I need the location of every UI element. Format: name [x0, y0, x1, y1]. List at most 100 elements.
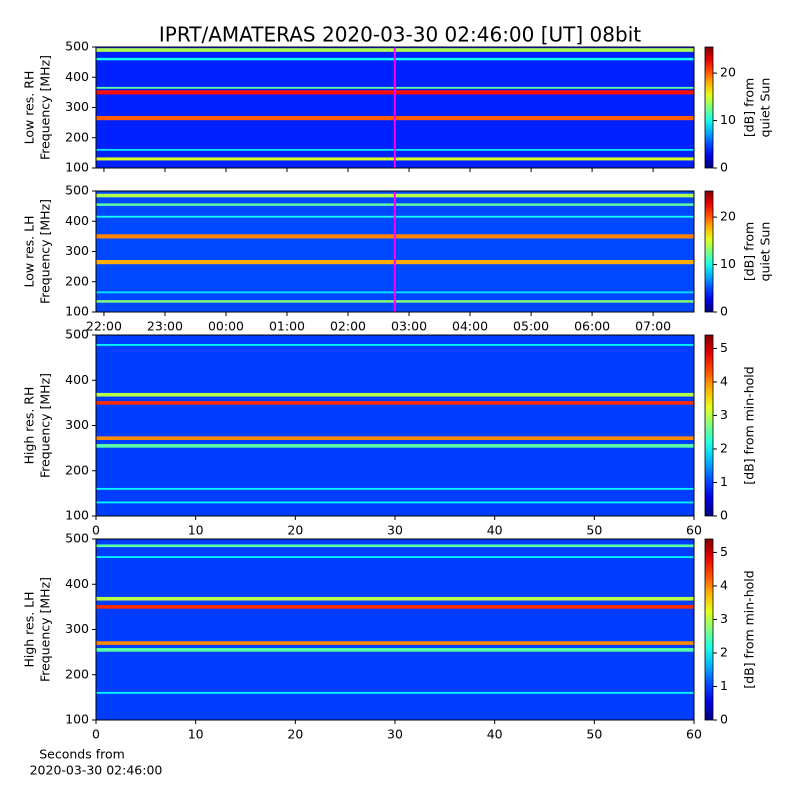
x-tick-label: 60 — [686, 523, 702, 538]
y-tick-label: 500 — [65, 531, 89, 546]
colorbar-label: [dB] from — [742, 78, 757, 137]
figure-title: IPRT/AMATERAS 2020-03-30 02:46:00 [UT] 0… — [159, 23, 641, 47]
heatmap-band — [96, 556, 694, 559]
x-tick-label: 04:00 — [452, 319, 488, 334]
y-tick-label: 100 — [65, 508, 89, 523]
colorbar-tick-label: 2 — [720, 644, 728, 659]
colorbar-label: [dB] from — [742, 222, 757, 281]
x-tick-label: 10 — [188, 727, 204, 742]
colorbar-tick-label: 0 — [720, 712, 728, 727]
heatmap-background — [96, 539, 694, 720]
y-tick-label: 400 — [65, 69, 89, 84]
colorbar-tick-label: 4 — [720, 577, 728, 592]
x-tick-label: 0 — [92, 523, 100, 538]
y-axis-label: Low res. RH — [22, 71, 37, 145]
x-tick-label: 20 — [287, 727, 303, 742]
colorbar — [704, 538, 714, 721]
y-tick-label: 200 — [65, 273, 89, 288]
y-tick-label: 400 — [65, 576, 89, 591]
colorbar-label: [dB] from min-hold — [742, 366, 757, 484]
heatmap-band — [96, 344, 694, 346]
y-tick-label: 400 — [65, 213, 89, 228]
colorbar-tick-label: 4 — [720, 373, 728, 388]
heatmap-band — [96, 401, 694, 405]
x-tick-label: 07:00 — [635, 319, 671, 334]
colorbar-tick-label: 0 — [720, 304, 728, 319]
y-tick-label: 100 — [65, 712, 89, 727]
y-axis-label: High res. RH — [22, 387, 37, 465]
heatmap-band — [96, 487, 694, 490]
y-tick-label: 200 — [65, 129, 89, 144]
x-tick-label: 40 — [487, 523, 503, 538]
y-axis-label: Low res. LH — [22, 216, 37, 288]
colorbar-tick-label: 20 — [720, 209, 736, 224]
x-tick-label: 06:00 — [574, 319, 610, 334]
heatmap-background — [96, 335, 694, 516]
x-tick-label: 60 — [686, 727, 702, 742]
y-tick-label: 300 — [65, 243, 89, 258]
x-tick-label: 23:00 — [147, 319, 183, 334]
x-tick-label: 0 — [92, 727, 100, 742]
colorbar-tick-label: 1 — [720, 678, 728, 693]
y-axis-label: Frequency [MHz] — [38, 199, 53, 304]
y-axis-label: Frequency [MHz] — [38, 577, 53, 682]
x-tick-label: 03:00 — [391, 319, 427, 334]
colorbar-tick-label: 1 — [720, 474, 728, 489]
colorbar-label: [dB] from min-hold — [742, 570, 757, 688]
y-tick-label: 500 — [65, 39, 89, 54]
colorbar-label: quiet Sun — [758, 78, 773, 138]
heatmap-band — [96, 436, 694, 440]
y-axis-label: High res. LH — [22, 591, 37, 667]
x-tick-label: 02:00 — [330, 319, 366, 334]
colorbar — [704, 190, 714, 313]
colorbar-tick-label: 5 — [720, 544, 728, 559]
y-tick-label: 500 — [65, 183, 89, 198]
y-tick-label: 100 — [65, 160, 89, 175]
colorbar-tick-label: 20 — [720, 65, 736, 80]
y-axis-label: Frequency [MHz] — [38, 373, 53, 478]
x-tick-label: 30 — [387, 523, 403, 538]
y-axis-label: Frequency [MHz] — [38, 55, 53, 160]
heatmap-band — [96, 648, 694, 652]
colorbar-tick-label: 2 — [720, 440, 728, 455]
heatmap-band — [96, 605, 694, 609]
colorbar-label: quiet Sun — [758, 222, 773, 282]
colorbar-tick-label: 5 — [720, 340, 728, 355]
heatmap-band — [96, 392, 694, 397]
heatmap-band — [96, 691, 694, 694]
colorbar-tick-label: 3 — [720, 611, 728, 626]
colorbar-tick-label: 0 — [720, 508, 728, 523]
colorbar — [704, 46, 714, 169]
x-axis-label: 2020-03-30 02:46:00 — [30, 763, 163, 778]
y-tick-label: 500 — [65, 327, 89, 342]
heatmap-band — [96, 501, 694, 504]
x-tick-label: 05:00 — [513, 319, 549, 334]
y-tick-label: 300 — [65, 417, 89, 432]
colorbar-tick-label: 10 — [720, 256, 736, 271]
y-tick-label: 300 — [65, 99, 89, 114]
x-tick-label: 50 — [586, 523, 602, 538]
heatmap-band — [96, 544, 694, 548]
x-tick-label: 30 — [387, 727, 403, 742]
y-tick-label: 100 — [65, 304, 89, 319]
colorbar-tick-label: 0 — [720, 160, 728, 175]
colorbar-tick-label: 10 — [720, 112, 736, 127]
colorbar-tick-label: 3 — [720, 407, 728, 422]
y-tick-label: 300 — [65, 621, 89, 636]
y-tick-label: 400 — [65, 372, 89, 387]
heatmap-band — [96, 444, 694, 448]
y-tick-label: 200 — [65, 666, 89, 681]
x-tick-label: 01:00 — [269, 319, 305, 334]
x-tick-label: 20 — [287, 523, 303, 538]
x-tick-label: 22:00 — [86, 319, 122, 334]
heatmap-band — [96, 596, 694, 601]
x-tick-label: 00:00 — [208, 319, 244, 334]
x-axis-label: Seconds from — [39, 747, 125, 762]
y-tick-label: 200 — [65, 462, 89, 477]
colorbar — [704, 334, 714, 517]
x-tick-label: 40 — [487, 727, 503, 742]
x-tick-label: 10 — [188, 523, 204, 538]
heatmap-band — [96, 641, 694, 645]
x-tick-label: 50 — [586, 727, 602, 742]
